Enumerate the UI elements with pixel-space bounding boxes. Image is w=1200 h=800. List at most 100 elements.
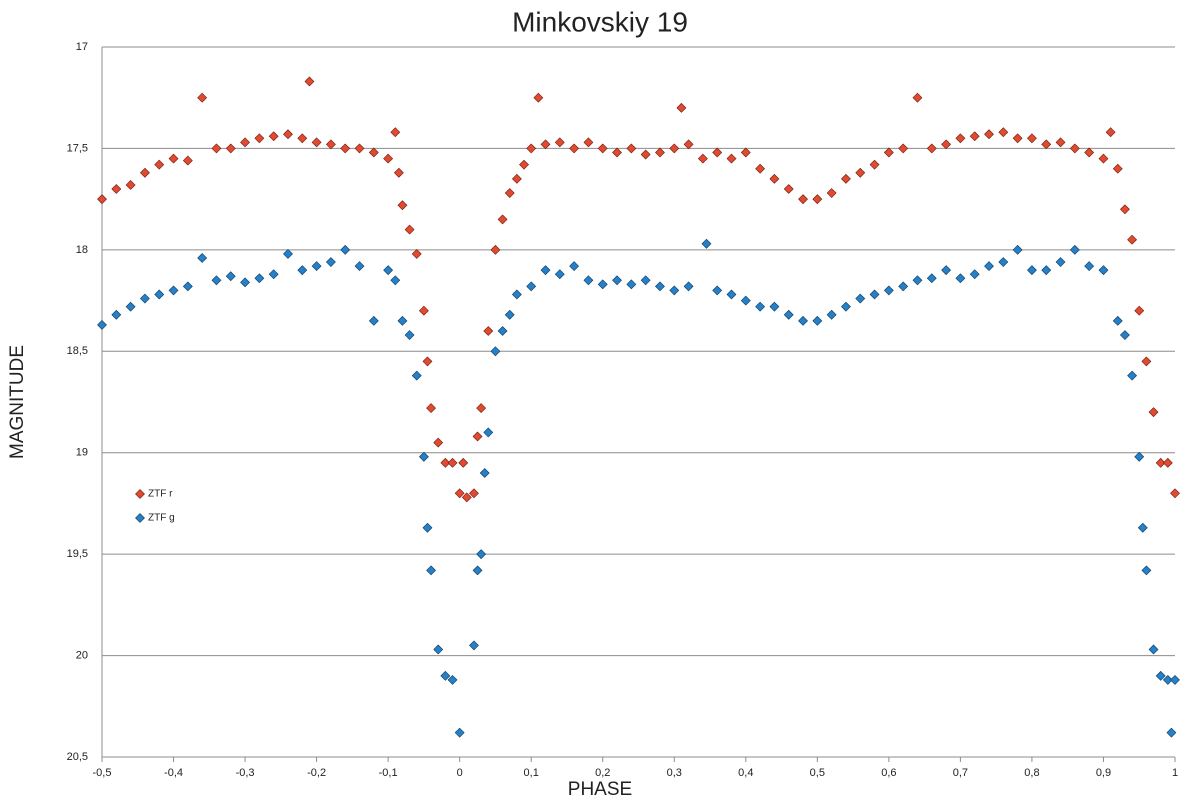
data-point xyxy=(268,269,279,280)
data-point xyxy=(955,133,966,144)
data-point xyxy=(812,194,823,205)
data-point xyxy=(297,265,308,276)
data-point xyxy=(497,214,508,225)
data-point xyxy=(497,326,508,336)
data-point xyxy=(1105,127,1116,138)
data-point xyxy=(1134,305,1145,316)
data-point xyxy=(454,488,465,499)
data-point xyxy=(393,167,404,178)
x-tick-label: 0,3 xyxy=(667,767,682,779)
data-point xyxy=(483,326,494,336)
data-point xyxy=(418,451,429,462)
data-point xyxy=(669,285,680,296)
data-point xyxy=(640,149,651,160)
data-point xyxy=(476,403,487,414)
y-tick-label: 19,5 xyxy=(67,548,88,560)
data-point xyxy=(984,261,994,272)
data-point xyxy=(554,269,565,280)
x-tick-label: 0,2 xyxy=(595,767,610,779)
data-point xyxy=(168,153,179,164)
data-point xyxy=(139,293,150,304)
data-point xyxy=(540,139,551,150)
data-point xyxy=(304,76,315,87)
data-point xyxy=(283,248,293,259)
data-point xyxy=(418,305,429,316)
data-point xyxy=(511,173,522,184)
data-point xyxy=(1141,565,1152,576)
data-point xyxy=(883,285,894,296)
data-point xyxy=(368,147,379,158)
data-point xyxy=(490,346,501,357)
data-point xyxy=(211,275,222,286)
data-point xyxy=(422,522,433,533)
data-point xyxy=(998,127,1009,138)
data-point xyxy=(1098,265,1109,276)
data-point xyxy=(397,200,408,211)
data-point xyxy=(283,129,293,140)
data-point xyxy=(254,133,265,144)
data-point xyxy=(883,147,894,158)
data-point xyxy=(1055,137,1066,148)
data-point xyxy=(1041,139,1052,150)
data-point xyxy=(354,143,365,154)
data-point xyxy=(1120,204,1130,215)
data-point xyxy=(354,261,365,272)
data-point xyxy=(225,271,236,282)
data-point xyxy=(1027,133,1037,144)
data-point xyxy=(211,143,222,154)
data-point xyxy=(469,640,479,651)
data-point xyxy=(941,265,952,276)
y-tick-label: 18 xyxy=(76,244,88,256)
data-point xyxy=(1112,315,1123,326)
data-point xyxy=(422,356,433,367)
data-point xyxy=(798,194,808,205)
data-point xyxy=(197,253,208,263)
data-point xyxy=(340,244,351,255)
data-point xyxy=(404,330,415,340)
data-point xyxy=(941,139,952,150)
data-point xyxy=(1170,674,1180,685)
y-tick-label: 20,5 xyxy=(67,751,88,763)
data-point xyxy=(554,137,565,148)
y-tick-label: 20 xyxy=(76,649,88,661)
legend-label: ZTF g xyxy=(148,513,175,524)
x-tick-label: 0,8 xyxy=(1024,767,1039,779)
data-point xyxy=(225,143,236,154)
y-tick-label: 19 xyxy=(76,447,88,459)
data-point xyxy=(683,281,694,292)
data-point xyxy=(1170,488,1180,499)
y-axis-label: MAGNITUDE xyxy=(7,345,28,459)
data-point xyxy=(182,281,193,292)
data-point xyxy=(683,139,694,150)
data-point xyxy=(998,257,1009,267)
data-point xyxy=(583,137,594,148)
data-point xyxy=(197,92,208,103)
data-point xyxy=(569,143,580,154)
data-point xyxy=(472,565,483,576)
data-point xyxy=(433,437,444,448)
data-point xyxy=(1148,644,1159,655)
data-point xyxy=(1127,234,1138,245)
data-point xyxy=(111,184,122,194)
data-point xyxy=(812,315,823,326)
data-point xyxy=(898,281,909,292)
data-point xyxy=(869,289,880,300)
data-point xyxy=(701,238,712,249)
data-point xyxy=(926,143,937,154)
data-point xyxy=(798,315,808,326)
data-point xyxy=(955,273,966,284)
data-point xyxy=(855,167,866,178)
x-tick-label: 0,7 xyxy=(953,767,968,779)
data-point xyxy=(533,92,544,103)
x-axis-label: PHASE xyxy=(568,779,632,800)
data-point xyxy=(826,309,837,320)
data-point xyxy=(447,457,458,468)
data-point xyxy=(912,275,923,286)
data-point xyxy=(984,129,994,140)
x-tick-label: 0,6 xyxy=(881,767,896,779)
data-point xyxy=(325,139,336,150)
data-point xyxy=(139,167,150,178)
data-point xyxy=(1127,370,1138,381)
x-tick-label: -0,2 xyxy=(307,767,326,779)
data-point xyxy=(1155,457,1166,468)
